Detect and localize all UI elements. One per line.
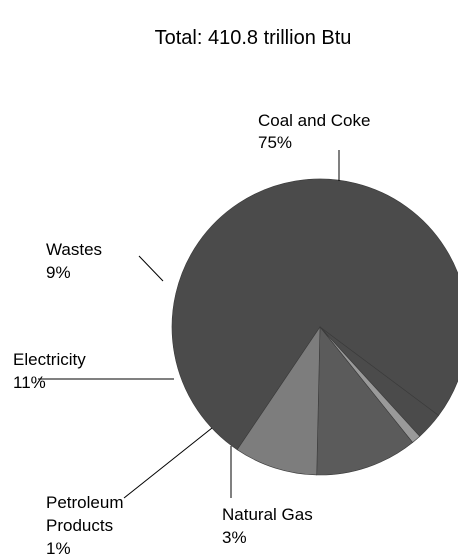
slice-label-coal: Coal and Coke 75%: [258, 111, 370, 152]
slice-label-natural-gas: Natural Gas 3%: [222, 505, 313, 547]
slice-label-coal-name: Coal and Coke: [258, 111, 370, 130]
slice-label-wastes: Wastes 9%: [46, 240, 102, 282]
slice-labels: Coal and Coke 75% Wastes 9% Electricity …: [13, 111, 370, 558]
leader-line-wastes: [138, 255, 164, 282]
slice-label-wastes-value: 9%: [46, 263, 71, 282]
slice-label-petroleum-value: 1%: [46, 539, 71, 558]
slice-label-electricity-value: 11%: [13, 373, 46, 392]
pie-slice-electricity: [316, 326, 414, 476]
slice-label-electricity-name: Electricity: [13, 350, 86, 369]
leader-line-petroleum: [123, 427, 213, 499]
slice-label-electricity: Electricity 11%: [13, 350, 86, 392]
chart-title: Total: 410.8 trillion Btu: [155, 27, 352, 49]
pie-slice-coal-and-coke: [171, 178, 458, 451]
pie-slices: [171, 178, 458, 476]
slice-label-wastes-name: Wastes: [46, 240, 102, 259]
leader-lines: [38, 150, 340, 499]
slice-label-petroleum: Petroleum Products 1%: [46, 493, 123, 558]
slice-label-petroleum-line-2: Products: [46, 516, 113, 535]
pie-slice-wastes: [236, 325, 321, 476]
slice-label-coal-value: 75%: [258, 133, 292, 152]
slice-label-natural-gas-name: Natural Gas: [222, 505, 313, 524]
slice-label-natural-gas-value: 3%: [222, 528, 247, 547]
slice-label-petroleum-line-1: Petroleum: [46, 493, 123, 512]
